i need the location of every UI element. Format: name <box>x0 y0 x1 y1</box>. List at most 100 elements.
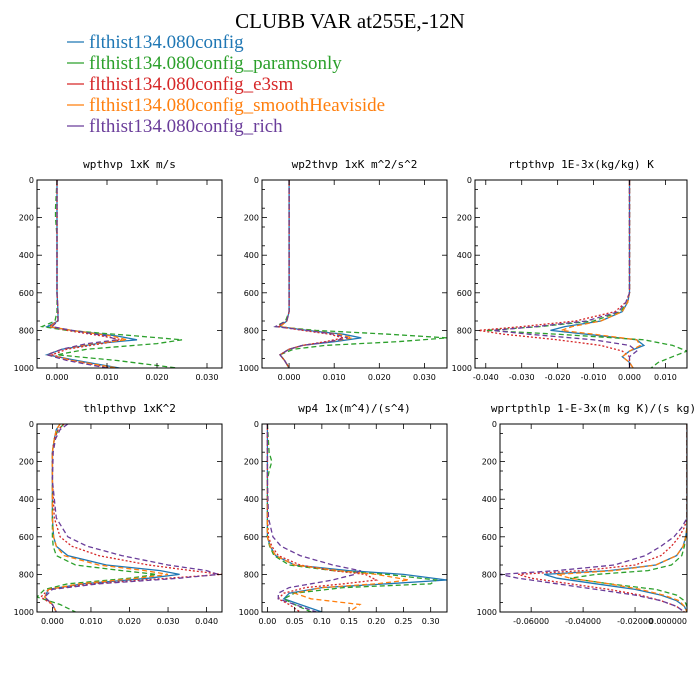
panel-5-xtick-label-3: 0.000000 <box>649 617 687 626</box>
panel-5-series-4 <box>500 424 687 612</box>
panel-3-series-4 <box>43 424 219 612</box>
panel-2-xtick-label-4: 0.000 <box>618 373 641 382</box>
panel-title-0: wpthvp 1xK m/s <box>83 158 176 171</box>
panel-3-ytick-label-4: 800 <box>19 570 34 579</box>
panel-2-xtick-label-2: -0.020 <box>545 373 571 382</box>
panel-3-xtick-label-0: 0.000 <box>41 617 64 626</box>
panel-5-ytick-label-5: 1000 <box>477 608 497 617</box>
panel-title-5: wprtpthlp 1-E-3x(m kg K)/(s kg) <box>491 402 696 415</box>
panel-title-1: wp2thvp 1xK m^2/s^2 <box>292 158 418 171</box>
panel-2-series-2 <box>478 180 631 368</box>
panel-2-ytick-label-4: 800 <box>457 326 472 335</box>
panel-4-xtick-label-5: 0.25 <box>395 617 413 626</box>
panel-5-series-3 <box>556 424 687 612</box>
panel-2-xtick-label-3: -0.010 <box>581 373 607 382</box>
panel-3-series-3 <box>43 424 169 612</box>
panel-3-ytick-label-1: 200 <box>19 458 34 467</box>
panel-3-xtick-label-3: 0.030 <box>157 617 180 626</box>
panel-0-series-4 <box>44 180 118 368</box>
panel-frame-5 <box>499 423 688 613</box>
panel-0: wpthvp 1xK m/s 0 200 400 600 800 1000 0.000 0.01… <box>14 158 223 382</box>
panel-5-ytick-label-4: 800 <box>482 570 497 579</box>
panel-3-ytick-label-2: 400 <box>19 495 34 504</box>
panel-5-ytick-label-1: 200 <box>482 458 497 467</box>
panel-2-series-0 <box>550 180 646 368</box>
panel-4-xtick-label-0: 0.00 <box>259 617 277 626</box>
panel-1-xtick-label-2: 0.020 <box>368 373 391 382</box>
panel-5-ytick-label-0: 0 <box>492 420 497 429</box>
panel-4-ytick-label-5: 1000 <box>239 608 259 617</box>
panel-3-series-0 <box>43 424 180 612</box>
panel-0-xtick-label-2: 0.020 <box>146 373 169 382</box>
panel-4-series-3 <box>266 424 410 612</box>
panel-3-ytick-label-3: 600 <box>19 533 34 542</box>
panel-0-ytick-label-2: 400 <box>19 251 34 260</box>
panel-4-ytick-label-4: 800 <box>244 570 259 579</box>
panel-2-ytick-label-3: 600 <box>457 289 472 298</box>
panel-0-ytick-label-1: 200 <box>19 214 34 223</box>
legend: flthist134.080config flthist134.080config… <box>67 32 385 137</box>
panel-1-series-2 <box>275 180 344 368</box>
panel-2-xtick-label-0: -0.040 <box>473 373 499 382</box>
panel-title-3: thlpthvp 1xK^2 <box>83 402 176 415</box>
panel-3-xtick-label-4: 0.040 <box>195 617 218 626</box>
panel-3: thlpthvp 1xK^2 0 200 400 600 800 1000 0.000 0.01… <box>14 402 223 626</box>
panel-4-xtick-label-1: 0.05 <box>286 617 304 626</box>
panel-0-ytick-label-0: 0 <box>29 176 34 185</box>
panel-2: rtpthvp 1E-3x(kg/kg) K02004006008001000-… <box>452 158 688 382</box>
panel-3-xtick-label-1: 0.010 <box>80 617 103 626</box>
panel-2-ytick-label-1: 200 <box>457 214 472 223</box>
panel-5-series-1 <box>570 424 687 612</box>
panel-5-series-2 <box>518 424 687 612</box>
panel-1-ytick-label-2: 400 <box>244 251 259 260</box>
legend-entry-0: flthist134.080config <box>89 32 244 53</box>
panel-5-series-0 <box>544 424 687 612</box>
panel-1-xtick-label-3: 0.030 <box>413 373 436 382</box>
panel-4-xtick-label-3: 0.15 <box>340 617 358 626</box>
panel-4-ytick-label-0: 0 <box>254 420 259 429</box>
panel-4-ytick-label-3: 600 <box>244 533 259 542</box>
panel-5-ytick-label-3: 600 <box>482 533 497 542</box>
panel-5-xtick-label-2: -0.02000 <box>617 617 653 626</box>
panel-0-xtick-label-0: 0.000 <box>46 373 69 382</box>
legend-entry-2: flthist134.080config_e3sm <box>89 74 293 95</box>
panel-3-xtick-label-2: 0.020 <box>118 617 141 626</box>
panel-0-ytick-label-4: 800 <box>19 326 34 335</box>
panel-5: wprtpthlp 1-E-3x(m kg K)/(s kg) 0 200 400 60… <box>477 402 697 626</box>
panel-title-4: wp4 1x(m^4)/(s^4) <box>298 402 411 415</box>
panel-2-series-3 <box>560 180 642 368</box>
panel-1-ytick-label-1: 200 <box>244 214 259 223</box>
panel-frame-1 <box>261 179 448 369</box>
panel-1-xtick-label-0: 0.000 <box>278 373 301 382</box>
panel-1-series-0 <box>278 180 362 368</box>
panel-2-xtick-label-1: -0.030 <box>509 373 535 382</box>
panel-1-ytick-label-0: 0 <box>254 176 259 185</box>
panel-4-ytick-label-2: 400 <box>244 495 259 504</box>
panel-1-ytick-label-5: 1000 <box>239 364 259 373</box>
panel-3-ytick-label-0: 0 <box>29 420 34 429</box>
panel-1: wp2thvp 1xK m^2/s^2 0 200 400 600 800 1000 0.00… <box>239 158 448 382</box>
panel-4-xtick-label-2: 0.10 <box>313 617 331 626</box>
legend-entry-3: flthist134.080config_smoothHeaviside <box>89 95 385 116</box>
panel-5-xtick-label-0: -0.06000 <box>513 617 549 626</box>
panel-0-series-1 <box>39 180 183 368</box>
panel-4-series-1 <box>266 424 438 612</box>
legend-entry-4: flthist134.080config_rich <box>89 116 283 137</box>
panel-5-xtick-label-1: -0.04000 <box>565 617 601 626</box>
panel-1-series-4 <box>273 180 348 368</box>
figure-title: CLUBB VAR at255E,-12N <box>235 9 465 33</box>
panel-1-ytick-label-3: 600 <box>244 289 259 298</box>
panel-title-2: rtpthvp 1E-3x(kg/kg) K <box>508 158 654 171</box>
panel-0-xtick-label-3: 0.030 <box>196 373 219 382</box>
panel-4-xtick-label-6: 0.30 <box>422 617 440 626</box>
panel-5-ytick-label-2: 400 <box>482 495 497 504</box>
panel-frame-0 <box>36 179 223 369</box>
panel-0-ytick-label-5: 1000 <box>14 364 34 373</box>
panel-frame-3 <box>36 423 223 613</box>
panel-0-series-2 <box>47 180 123 368</box>
panel-2-series-4 <box>492 180 638 368</box>
panel-4-ytick-label-1: 200 <box>244 458 259 467</box>
panel-2-ytick-label-0: 0 <box>467 176 472 185</box>
panel-4-xtick-label-4: 0.20 <box>367 617 385 626</box>
